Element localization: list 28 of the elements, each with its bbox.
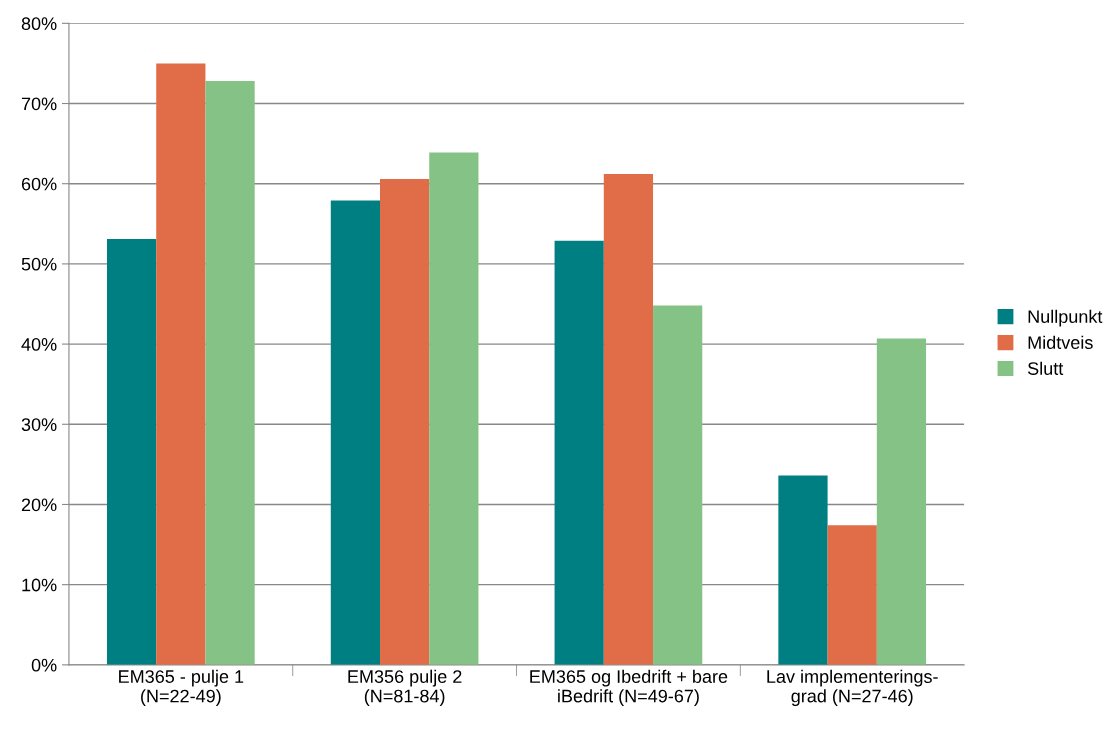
y-tick-label: 50%: [21, 257, 57, 271]
bar: [106, 239, 157, 665]
bar: [554, 240, 604, 665]
y-tick-label: 40%: [21, 338, 57, 351]
y-tick-label: 30%: [21, 418, 57, 431]
x-tick-label: EM365 og Ibedrift + bare iBedrift (N=49-67): [530, 669, 728, 706]
y-tick-label: 0%: [31, 658, 57, 672]
bar: [653, 305, 703, 665]
bar: [330, 200, 381, 665]
bar: [380, 178, 430, 665]
legend-label: Nullpunkt: [1028, 309, 1103, 327]
y-tick-label: 80%: [21, 17, 57, 31]
y-tick-label: 10%: [22, 578, 57, 592]
bar: [827, 525, 877, 665]
bar: [876, 338, 927, 665]
y-tick-label: 60%: [21, 177, 57, 191]
bar: [205, 81, 255, 665]
legend-label: Midtveis: [1028, 335, 1093, 349]
legend-label: Slutt: [1027, 361, 1064, 375]
bar: [603, 174, 654, 665]
y-tick-label: 70%: [21, 97, 57, 111]
bar: [429, 152, 479, 665]
bar: [156, 63, 206, 665]
x-tick-label: EM356 pulje 2 (N=81-84): [348, 669, 462, 706]
bar: [778, 475, 828, 665]
x-tick-label: Lav implementerings- grad (N=27-46): [767, 669, 938, 706]
y-tick-label: 20%: [21, 498, 57, 512]
x-tick-label: EM365 - pulje 1 (N=22-49): [119, 669, 244, 706]
